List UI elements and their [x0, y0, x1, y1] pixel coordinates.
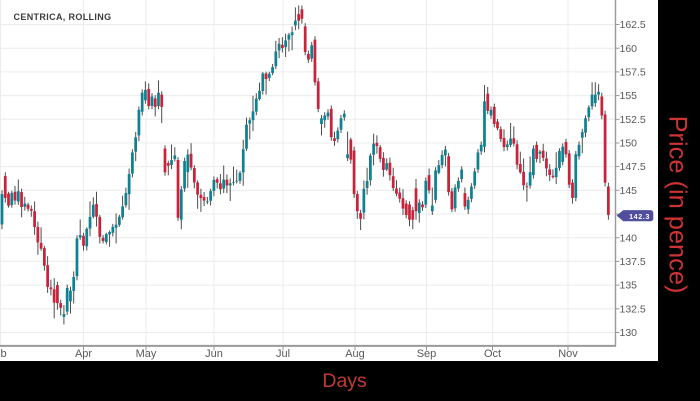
- svg-text:May: May: [136, 348, 157, 360]
- svg-text:Days: Days: [322, 370, 367, 392]
- svg-text:Jul: Jul: [276, 348, 290, 360]
- svg-text:162.5: 162.5: [620, 19, 646, 31]
- svg-text:150: 150: [620, 138, 638, 150]
- svg-text:CENTRICA, ROLLING: CENTRICA, ROLLING: [14, 12, 112, 22]
- svg-text:b: b: [1, 348, 7, 360]
- svg-text:142.3: 142.3: [629, 212, 650, 221]
- svg-text:152.5: 152.5: [620, 114, 646, 126]
- svg-text:Jun: Jun: [205, 348, 223, 360]
- svg-text:132.5: 132.5: [620, 303, 646, 315]
- svg-text:Price (in pence): Price (in pence): [664, 116, 692, 294]
- svg-text:Sep: Sep: [417, 348, 437, 360]
- svg-text:130: 130: [620, 327, 638, 339]
- svg-text:157.5: 157.5: [620, 67, 646, 79]
- svg-text:Apr: Apr: [75, 348, 92, 360]
- svg-text:Oct: Oct: [484, 348, 501, 360]
- svg-text:137.5: 137.5: [620, 256, 646, 268]
- svg-text:135: 135: [620, 280, 638, 292]
- svg-text:Aug: Aug: [345, 348, 365, 360]
- svg-text:140: 140: [620, 232, 638, 244]
- svg-text:145: 145: [620, 185, 638, 197]
- svg-text:147.5: 147.5: [620, 161, 646, 173]
- svg-text:155: 155: [620, 90, 638, 102]
- svg-text:160: 160: [620, 43, 638, 55]
- svg-text:Nov: Nov: [558, 348, 578, 360]
